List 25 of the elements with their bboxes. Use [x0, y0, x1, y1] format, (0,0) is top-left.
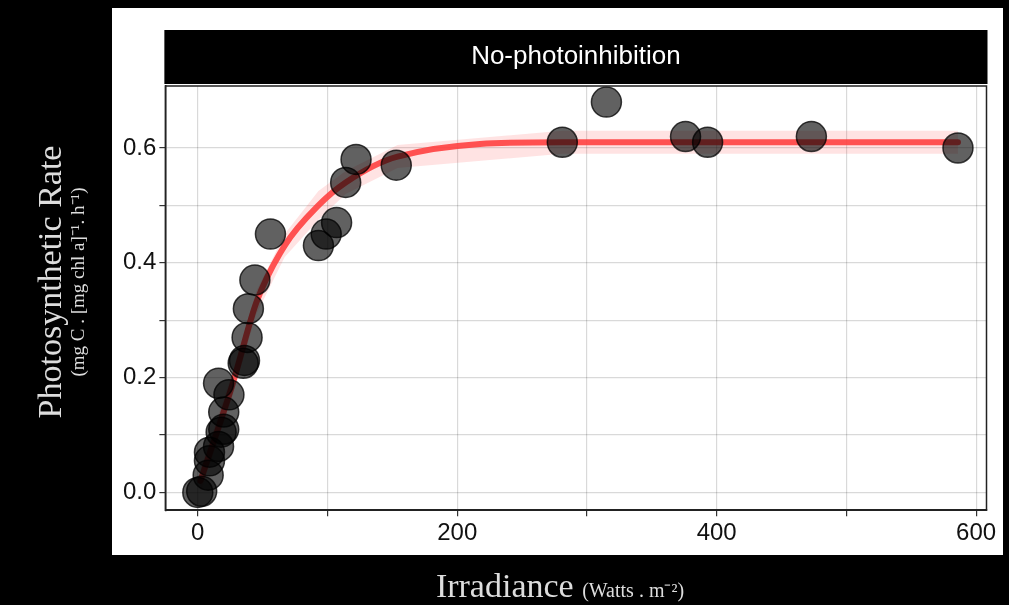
- x-tick-label: 200: [437, 518, 478, 546]
- x-axis-title: Irradiance (Watts . m⁻²): [435, 567, 685, 604]
- point: [942, 132, 974, 164]
- point: [546, 126, 579, 158]
- x-tick-label: 0: [191, 518, 205, 546]
- x-tick-label: 600: [956, 518, 997, 546]
- point: [590, 86, 623, 118]
- point: [239, 264, 271, 296]
- y-tick-label: 0.0: [122, 477, 157, 505]
- point: [213, 379, 245, 411]
- point: [329, 166, 362, 199]
- y-tick-label: 0.2: [122, 362, 157, 390]
- point: [254, 218, 287, 250]
- y-tick-label: 0.6: [122, 132, 157, 160]
- point: [320, 206, 353, 239]
- point: [231, 321, 263, 354]
- point: [795, 120, 828, 153]
- point: [691, 126, 724, 158]
- point: [340, 143, 372, 176]
- point: [232, 292, 265, 325]
- y-tick-label: 0.4: [122, 247, 157, 275]
- x-tick-label: 400: [696, 518, 737, 546]
- chart-title: No-photoinhibition: [471, 40, 681, 71]
- point: [380, 149, 413, 181]
- y-axis-title: Photosynthetic Rate (mg C . [mg chl a]⁻¹. h⁻¹): [31, 145, 88, 419]
